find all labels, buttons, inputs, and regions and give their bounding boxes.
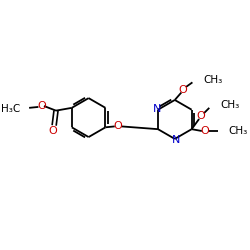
Text: O: O bbox=[49, 126, 58, 136]
Text: H₃C: H₃C bbox=[0, 104, 20, 114]
Text: O: O bbox=[38, 101, 46, 111]
Text: CH₃: CH₃ bbox=[220, 100, 240, 110]
Text: O: O bbox=[196, 111, 205, 121]
Text: CH₃: CH₃ bbox=[204, 74, 223, 85]
Text: O: O bbox=[113, 122, 122, 132]
Text: N: N bbox=[153, 104, 161, 114]
Text: O: O bbox=[200, 126, 209, 136]
Text: O: O bbox=[179, 85, 188, 95]
Text: N: N bbox=[172, 135, 180, 145]
Text: CH₃: CH₃ bbox=[229, 126, 248, 136]
